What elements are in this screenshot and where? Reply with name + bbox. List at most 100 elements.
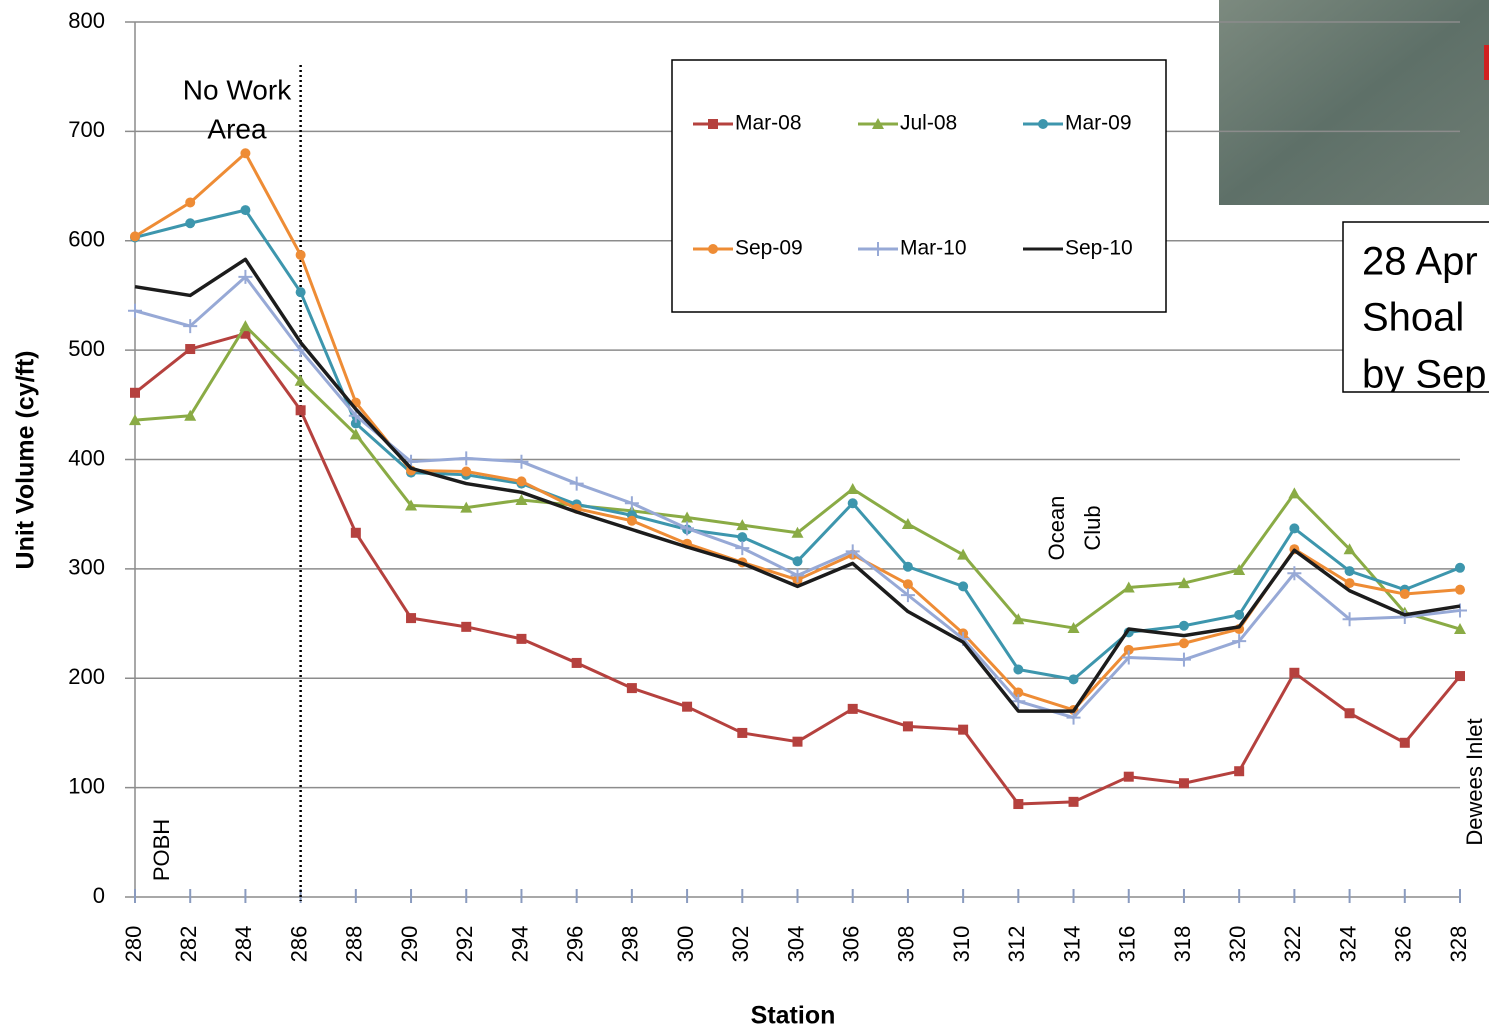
x-tick-label: 296: [562, 926, 587, 963]
marker: [130, 387, 140, 398]
marker: [901, 518, 914, 530]
marker: [1399, 737, 1410, 748]
marker: [902, 561, 913, 572]
marker: [1176, 652, 1191, 667]
marker: [516, 633, 527, 644]
x-tick-label: 284: [231, 926, 256, 963]
y-tick-label: 600: [68, 227, 105, 252]
x-tick-label: 286: [286, 926, 311, 963]
marker: [129, 414, 141, 426]
series-line: [134, 257, 1461, 713]
marker: [1288, 487, 1301, 499]
marker: [871, 242, 885, 256]
marker: [515, 493, 528, 505]
marker: [790, 568, 805, 583]
note-group: 28 Apr Shoal by Sep: [1362, 240, 1487, 397]
marker: [1011, 694, 1026, 709]
marker: [461, 466, 472, 477]
marker: [957, 548, 970, 560]
marker: [185, 344, 196, 355]
y-tick-label: 400: [68, 445, 105, 470]
annotation: Dewees Inlet: [1462, 718, 1487, 845]
marker: [1397, 610, 1412, 624]
marker: [240, 148, 251, 159]
x-tick-label: 308: [894, 926, 919, 963]
marker: [406, 613, 417, 624]
marker: [516, 476, 527, 487]
marker: [130, 231, 140, 242]
legend-label: Mar-09: [1065, 112, 1132, 135]
y-tick-label: 200: [68, 664, 105, 689]
marker: [294, 374, 307, 386]
legend: Mar-08 Jul-08 Mar-09 Sep-09 Mar-10 Sep-10: [671, 59, 1167, 313]
marker: [350, 418, 361, 429]
marker: [1038, 119, 1048, 129]
marker: [1177, 577, 1190, 589]
marker: [1013, 664, 1024, 675]
x-tick-label: 320: [1225, 926, 1250, 963]
marker: [1178, 778, 1189, 789]
x-tick-label: 310: [949, 926, 974, 963]
x-tick-label: 306: [839, 926, 864, 963]
x-tick-label: 318: [1170, 926, 1195, 963]
marker: [461, 621, 472, 632]
marker: [792, 556, 803, 567]
marker: [1455, 584, 1465, 595]
marker: [792, 736, 803, 747]
marker: [350, 527, 361, 538]
marker: [295, 405, 306, 416]
annotation: No Work: [183, 74, 292, 105]
marker: [626, 515, 637, 526]
x-tick-label: 322: [1280, 926, 1305, 963]
marker: [902, 579, 913, 590]
x-tick-label: 316: [1115, 926, 1140, 963]
marker: [1453, 603, 1467, 618]
marker: [183, 319, 198, 334]
x-tick-label: 324: [1335, 926, 1360, 963]
marker: [1178, 638, 1189, 649]
x-tick-label: 280: [121, 926, 146, 963]
marker: [847, 498, 858, 509]
annotation: POBH: [149, 819, 174, 881]
marker: [958, 581, 969, 592]
marker: [708, 244, 718, 254]
note-text: by Sep: [1362, 353, 1487, 397]
marker: [185, 197, 196, 208]
x-tick-label: 312: [1004, 926, 1029, 963]
marker: [791, 526, 804, 538]
marker: [239, 320, 252, 332]
photo: [1219, 0, 1489, 205]
marker: [1287, 566, 1302, 581]
marker: [680, 521, 695, 536]
y-axis-label: Unit Volume (cy/ft): [12, 351, 40, 570]
y-tick-label: 700: [68, 117, 105, 142]
marker: [240, 205, 251, 216]
marker: [514, 454, 529, 469]
marker: [460, 501, 473, 513]
marker: [682, 701, 693, 712]
marker: [405, 499, 418, 511]
x-tick-label: 302: [728, 926, 753, 963]
marker: [1234, 609, 1245, 620]
x-tick-label: 314: [1059, 926, 1084, 963]
marker: [1066, 710, 1081, 725]
marker: [1234, 766, 1245, 777]
marker: [1123, 771, 1134, 782]
marker: [295, 287, 306, 298]
marker: [1344, 708, 1355, 719]
x-tick-label: 326: [1391, 926, 1416, 963]
marker: [1123, 644, 1134, 655]
legend-label: Sep-10: [1065, 237, 1133, 260]
y-tick-label: 100: [68, 773, 105, 798]
marker: [1454, 623, 1466, 635]
marker: [184, 409, 197, 421]
marker: [902, 721, 913, 732]
marker: [571, 657, 582, 668]
marker: [1012, 613, 1025, 625]
marker: [1178, 620, 1189, 631]
marker: [872, 118, 884, 129]
marker: [1344, 566, 1355, 577]
x-tick-label: 292: [452, 926, 477, 963]
annotation: Club: [1080, 505, 1105, 550]
